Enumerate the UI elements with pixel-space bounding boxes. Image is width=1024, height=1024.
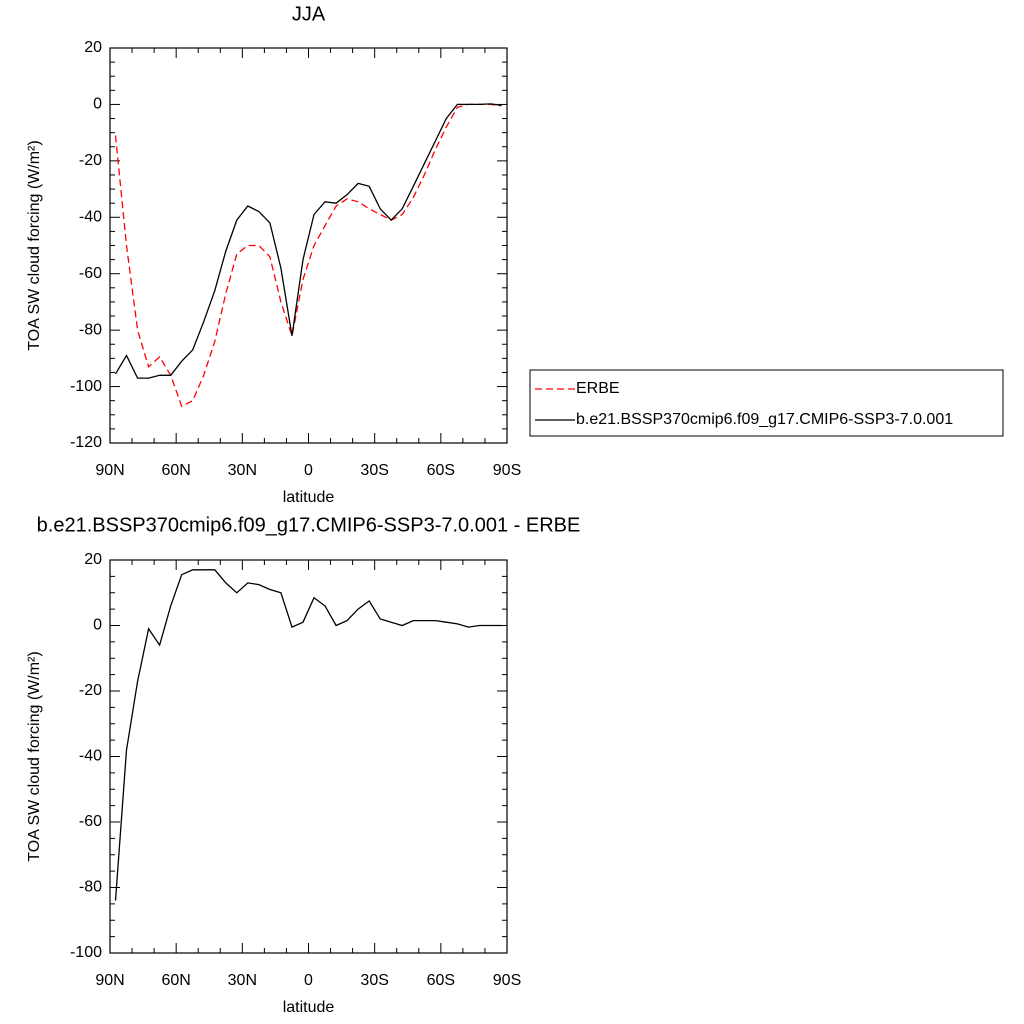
y-tick-label: 0 [93,96,102,113]
x-tick-label: 90S [493,972,521,989]
plot-frame [109,559,508,954]
x-tick-label: 90N [95,462,124,479]
data-line [114,569,502,901]
y-axis-label: TOA SW cloud forcing (W/m²) [26,651,43,861]
y-tick-label: 0 [93,617,102,634]
x-tick-label: 60N [161,972,190,989]
y-tick-label: -60 [79,813,102,830]
x-tick-label: 30S [360,972,388,989]
y-tick-label: -120 [70,434,102,451]
legend-label: b.e21.BSSP370cmip6.f09_g17.CMIP6-SSP3-7.… [576,411,953,428]
panel: JJA latitude TOA SW cloud forcing (W/m²) 20… [26,3,1004,506]
chart-title: JJA [292,3,326,25]
y-tick-label: -100 [70,378,102,395]
x-tick-label: 60S [427,972,455,989]
y-tick-label: -60 [79,265,102,282]
y-tick-label: -80 [79,321,102,338]
x-tick-label: 0 [304,462,313,479]
legend-label: ERBE [576,380,620,397]
y-tick-label: -80 [79,879,102,896]
x-tick-label: 0 [304,972,313,989]
x-axis-label: latitude [283,489,335,506]
x-tick-label: 90N [95,972,124,989]
x-tick-label: 90S [493,462,521,479]
x-tick-label: 30N [228,462,257,479]
y-tick-label: -100 [70,944,102,961]
x-tick-label: 30N [228,972,257,989]
data-line [114,103,502,408]
y-axis-label: TOA SW cloud forcing (W/m²) [26,140,43,350]
chart-title: b.e21.BSSP370cmip6.f09_g17.CMIP6-SSP3-7.… [37,514,581,536]
y-tick-label: -40 [79,209,102,226]
plot-frame [109,47,508,444]
y-tick-label: 20 [84,39,102,56]
y-tick-label: -40 [79,748,102,765]
legend-box [529,369,1004,437]
data-line [114,103,502,379]
y-tick-label: 20 [84,551,102,568]
x-tick-label: 60N [161,462,190,479]
x-tick-label: 60S [427,462,455,479]
x-tick-label: 30S [360,462,388,479]
x-axis-label: latitude [283,999,335,1016]
y-tick-label: -20 [79,682,102,699]
panel: b.e21.BSSP370cmip6.f09_g17.CMIP6-SSP3-7.… [26,514,580,1016]
y-tick-label: -20 [79,152,102,169]
